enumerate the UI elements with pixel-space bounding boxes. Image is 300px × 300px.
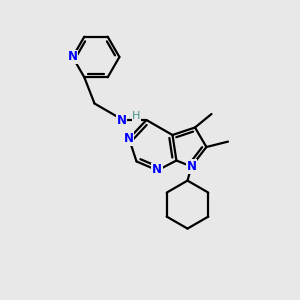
Text: N: N xyxy=(152,163,162,176)
Text: N: N xyxy=(68,50,78,64)
Text: N: N xyxy=(116,113,127,127)
Text: N: N xyxy=(123,132,134,145)
Text: H: H xyxy=(132,111,141,122)
Text: N: N xyxy=(186,160,197,173)
